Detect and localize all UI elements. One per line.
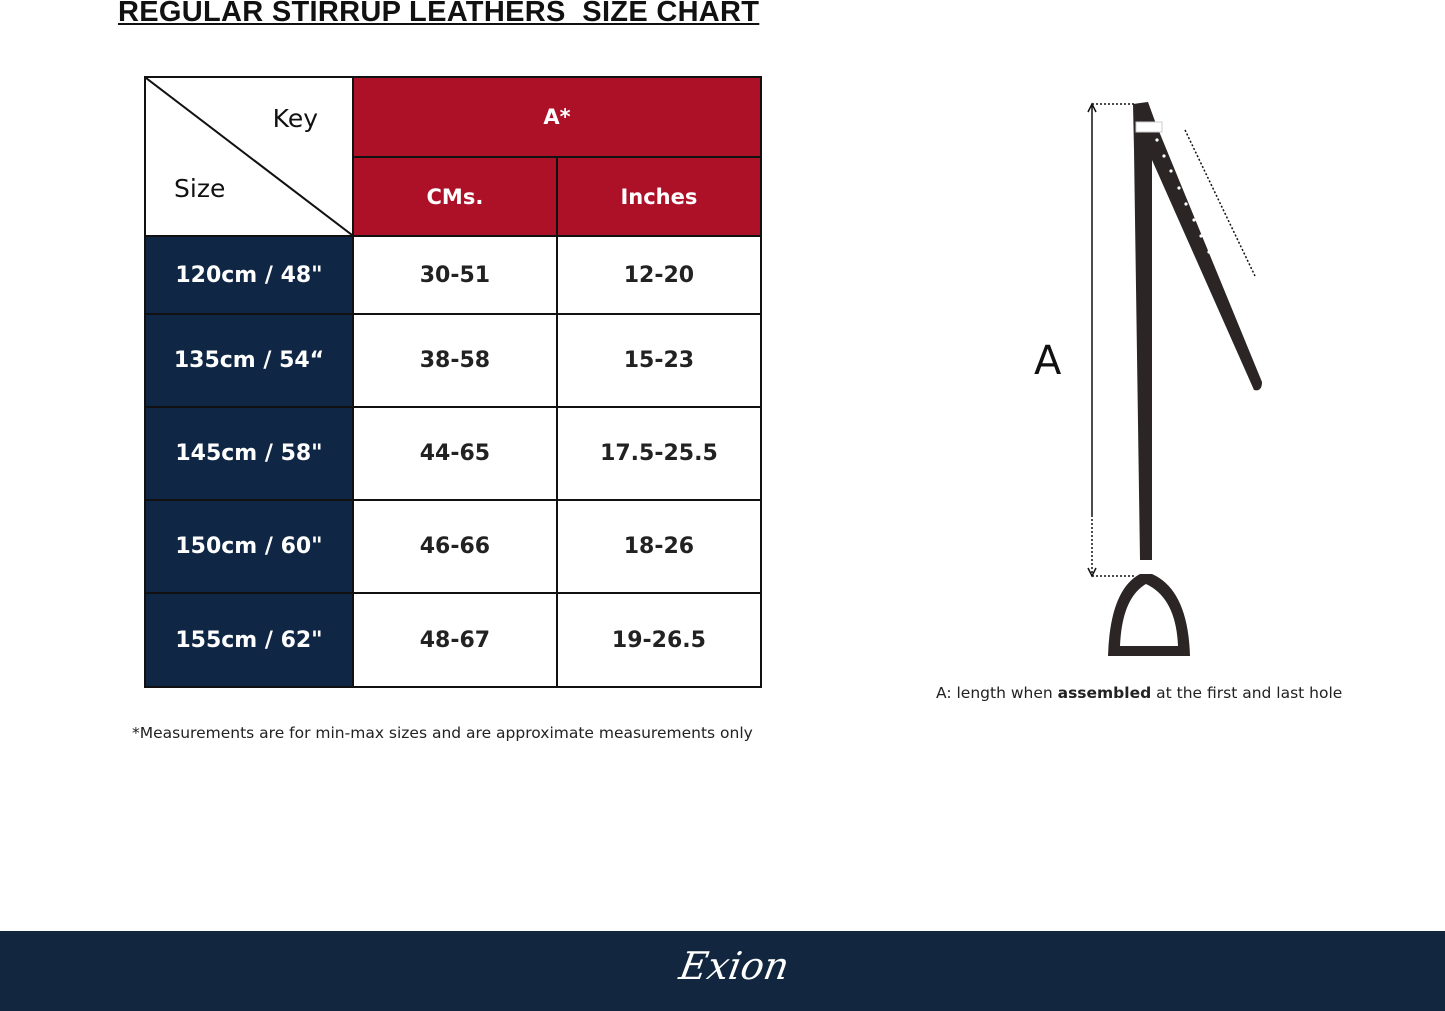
caption-text: at the first and last hole xyxy=(1151,684,1343,702)
col-header-inches: Inches xyxy=(555,156,763,237)
stirrup-leather-diagram: A xyxy=(1034,102,1262,656)
size-cell: 120cm / 48" xyxy=(144,235,354,315)
brand-logo: Exion xyxy=(676,944,793,988)
size-cell: 150cm / 60" xyxy=(144,499,354,594)
group-header: A* xyxy=(352,76,762,158)
inches-cell: 17.5-25.5 xyxy=(555,406,763,501)
col-header-cms: CMs. xyxy=(352,156,558,237)
size-cell: 155cm / 62" xyxy=(144,592,354,688)
size-label: Size xyxy=(174,174,226,203)
key-label: Key xyxy=(272,104,318,133)
cms-cell: 44-65 xyxy=(352,406,558,501)
table-row: 150cm / 60" 46-66 18-26 xyxy=(144,499,763,594)
caption-bold: assembled xyxy=(1057,684,1152,702)
inches-cell: 12-20 xyxy=(555,235,763,315)
inches-cell: 15-23 xyxy=(555,313,763,408)
cms-cell: 38-58 xyxy=(352,313,558,408)
measure-label-a: A xyxy=(1034,338,1062,384)
table-row: 155cm / 62" 48-67 19-26.5 xyxy=(144,592,763,688)
page-title: REGULAR STIRRUP LEATHERS SIZE CHART xyxy=(118,0,760,28)
leather-strap-icon xyxy=(1133,102,1262,560)
inches-cell: 18-26 xyxy=(555,499,763,594)
footnote: *Measurements are for min-max sizes and … xyxy=(132,724,753,742)
table-row: 120cm / 48" 30-51 12-20 xyxy=(144,235,763,315)
key-size-corner: Key Size xyxy=(144,76,354,237)
table-row: 135cm / 54“ 38-58 15-23 xyxy=(144,313,763,408)
footer-bar xyxy=(0,931,1445,1011)
size-cell: 145cm / 58" xyxy=(144,406,354,501)
diagram-caption: A: length when assembled at the first an… xyxy=(936,684,1342,702)
cms-cell: 48-67 xyxy=(352,592,558,688)
measure-arrow xyxy=(1087,102,1256,578)
table-row: 145cm / 58" 44-65 17.5-25.5 xyxy=(144,406,763,501)
caption-text: A: length when xyxy=(936,684,1058,702)
cms-cell: 46-66 xyxy=(352,499,558,594)
diagonal-line xyxy=(146,78,352,235)
size-cell: 135cm / 54“ xyxy=(144,313,354,408)
inches-cell: 19-26.5 xyxy=(555,592,763,688)
cms-cell: 30-51 xyxy=(352,235,558,315)
size-chart-table: Key Size A* CMs. Inches 120cm / 48" 30-51… xyxy=(144,76,763,688)
stirrup-iron-icon xyxy=(1108,574,1190,656)
